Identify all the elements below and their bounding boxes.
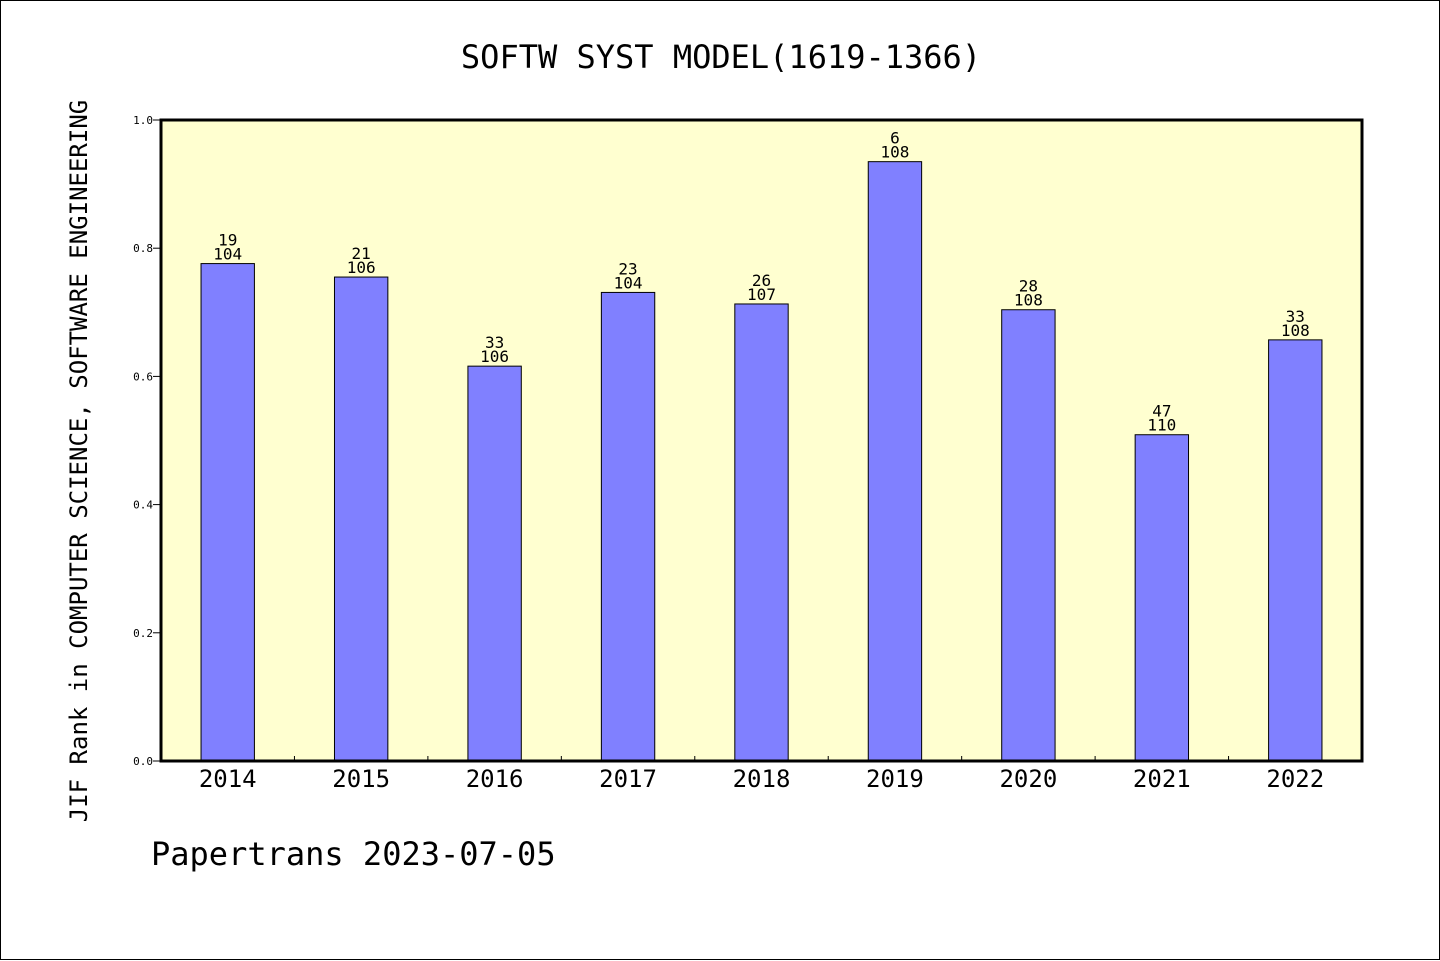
chart-title: SOFTW SYST MODEL(1619-1366) [461,38,981,76]
x-tick-label: 2017 [599,765,657,793]
bar-total-label: 108 [880,143,909,162]
y-tick-label: 0.0 [133,755,153,768]
bar-total-label: 107 [747,285,776,304]
x-tick-label: 2021 [1133,765,1191,793]
y-tick-label: 0.2 [133,627,153,640]
y-tick-label: 0.6 [133,370,153,383]
bar-rank-label: 33 [485,333,504,352]
bar [200,263,255,762]
x-tick-label: 2019 [866,765,924,793]
bar-total-label: 104 [213,245,242,264]
y-tick-label: 0.4 [133,499,153,512]
bar [467,365,522,762]
bar-rank-label: 33 [1286,307,1305,326]
y-axis: 0.0 0.2 0.4 0.6 0.8 1.0 [133,114,161,768]
bar-total-label: 108 [1014,291,1043,310]
bar [333,276,389,762]
bar [1134,434,1190,762]
bar-rank-label: 23 [618,259,637,278]
x-tick-label: 2020 [999,765,1057,793]
bar [1001,309,1056,762]
plot-border [159,118,1364,763]
x-tick-label: 2022 [1266,765,1324,793]
bar-total-label: 108 [1281,321,1310,340]
bar [1268,339,1323,762]
bar-rank-label: 47 [1152,402,1171,421]
bar-rank-label: 26 [752,271,771,290]
y-tick-label: 1.0 [133,114,153,127]
bar-series [200,161,1323,762]
footer-credit: Papertrans 2023-07-05 [151,835,556,873]
bar [734,303,789,762]
bar-rank-label: 6 [890,129,900,148]
bar-total-label: 110 [1147,416,1176,435]
bar [867,161,923,762]
bar-total-label: 106 [480,347,509,366]
x-tick-label: 2014 [199,765,257,793]
x-tick-label: 2015 [332,765,390,793]
bar-total-label: 106 [347,258,376,277]
bar-rank-label: 19 [218,231,237,250]
y-tick-label: 0.8 [133,242,153,255]
x-tick-label: 2016 [466,765,524,793]
x-axis: 2014 2015 2016 2017 2018 2019 2020 2021 2022 [199,756,1324,793]
bar-rank-label: 21 [352,244,371,263]
bar-rank-label: 28 [1019,277,1038,296]
bar [600,291,656,762]
bar-total-label: 104 [614,273,643,292]
y-axis-label: JIF Rank in COMPUTER SCIENCE, SOFTWARE E… [65,100,93,822]
x-tick-label: 2018 [733,765,791,793]
